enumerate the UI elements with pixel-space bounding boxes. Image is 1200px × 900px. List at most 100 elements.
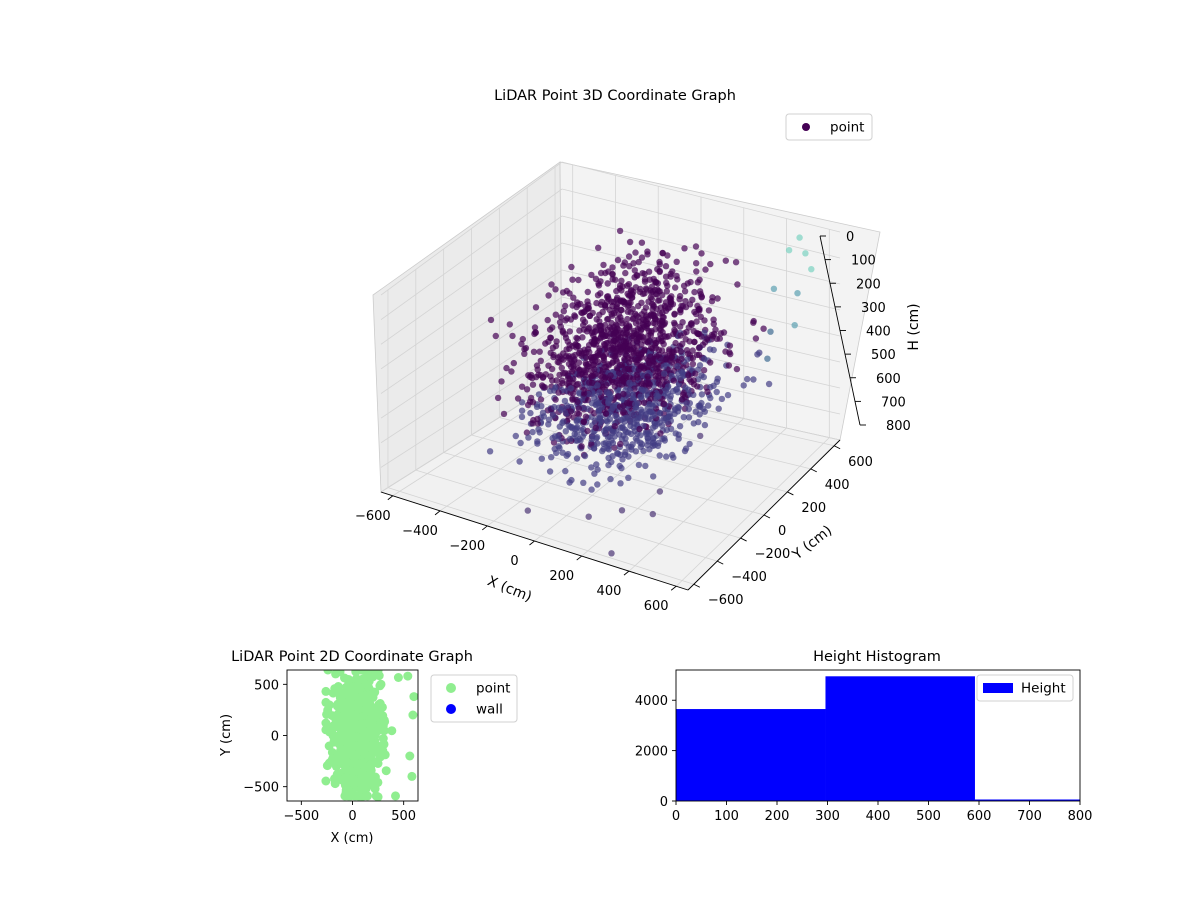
data-point-3d xyxy=(614,316,622,323)
legend-2d-wall-label: wall xyxy=(476,702,503,718)
hist-x-tick-label: 700 xyxy=(1017,809,1042,824)
data-point-3d xyxy=(720,329,728,336)
data-point-3d xyxy=(661,333,668,340)
data-point-3d xyxy=(535,426,542,433)
data-point-3d xyxy=(707,384,714,391)
data-point-3d xyxy=(559,329,567,336)
data-point-2d xyxy=(362,699,371,709)
data-point-3d xyxy=(594,358,602,366)
data-point-3d xyxy=(610,310,618,317)
data-point-2d xyxy=(358,674,368,684)
data-point-3d xyxy=(529,428,536,436)
data-point-3d xyxy=(548,365,556,373)
data-point-3d xyxy=(529,381,537,388)
data-point-3d xyxy=(560,350,567,357)
data-point-3d xyxy=(609,430,616,437)
data-point-3d xyxy=(734,281,741,288)
data-point-3d xyxy=(595,244,602,251)
data-point-3d xyxy=(632,448,640,455)
data-point-3d xyxy=(610,403,617,410)
data-point-3d xyxy=(675,370,682,377)
data-point-3d xyxy=(617,440,624,448)
data-point-3d xyxy=(701,355,708,363)
y-axis-label-2d: Y (cm) xyxy=(219,714,234,757)
data-point-3d xyxy=(635,258,642,266)
data-point-3d xyxy=(602,410,610,417)
z-axis-label-3d: H (cm) xyxy=(906,303,922,350)
data-point-3d xyxy=(575,405,582,412)
y-tick-label-3d: −600 xyxy=(708,593,744,608)
x-tick-mark-3d xyxy=(434,510,441,516)
data-point-3d xyxy=(652,320,659,327)
data-point-3d xyxy=(697,313,704,320)
data-point-3d xyxy=(608,458,615,466)
data-point-3d xyxy=(698,391,706,398)
data-point-3d xyxy=(611,332,618,339)
data-point-3d xyxy=(610,341,617,349)
data-point-3d xyxy=(556,359,563,366)
data-point-3d xyxy=(574,398,581,406)
data-point-3d xyxy=(663,453,670,460)
y-axis-label-3d: Y (cm) xyxy=(789,523,835,564)
data-point-3d xyxy=(550,353,557,361)
data-point-3d xyxy=(534,438,541,445)
data-point-3d xyxy=(588,379,596,386)
data-point-3d xyxy=(560,418,567,425)
data-point-2d xyxy=(344,743,353,753)
data-point-3d xyxy=(630,260,637,267)
data-point-3d xyxy=(588,486,595,493)
data-point-3d xyxy=(584,427,591,435)
legend-hist-swatch xyxy=(983,683,1013,693)
data-point-3d xyxy=(560,308,567,315)
data-point-3d xyxy=(580,390,588,397)
data-point-3d xyxy=(599,373,606,381)
data-point-3d xyxy=(796,234,803,241)
data-point-3d xyxy=(647,332,654,339)
legend-hist-label: Height xyxy=(1021,681,1066,697)
data-point-3d xyxy=(518,399,526,406)
data-point-3d xyxy=(597,290,604,297)
data-point-3d xyxy=(726,342,734,349)
data-point-3d xyxy=(650,303,657,310)
data-point-3d xyxy=(604,280,611,287)
data-point-3d xyxy=(655,380,662,387)
data-point-2d xyxy=(322,761,332,771)
data-point-3d xyxy=(669,268,676,275)
data-point-3d xyxy=(569,302,576,309)
data-point-3d xyxy=(613,287,620,295)
data-point-3d xyxy=(637,406,645,413)
hist-x-tick-label: 400 xyxy=(866,809,891,824)
data-point-3d xyxy=(609,352,617,359)
data-point-2d xyxy=(380,717,390,727)
data-point-3d xyxy=(646,276,653,283)
data-point-3d xyxy=(584,405,591,412)
data-point-3d xyxy=(709,333,717,340)
data-point-3d xyxy=(527,409,534,417)
data-point-3d xyxy=(693,318,700,325)
data-point-3d xyxy=(609,276,616,283)
data-point-3d xyxy=(569,396,576,403)
data-point-3d xyxy=(595,280,602,287)
data-point-3d xyxy=(517,439,524,447)
data-point-3d xyxy=(556,444,563,452)
y-tick-label-3d: 400 xyxy=(825,478,850,493)
data-point-3d xyxy=(516,458,523,465)
data-point-3d xyxy=(628,430,635,438)
data-point-3d xyxy=(613,358,621,365)
data-point-3d xyxy=(609,264,616,271)
data-point-3d xyxy=(652,364,659,372)
data-point-3d xyxy=(627,309,634,316)
data-point-3d xyxy=(696,411,703,418)
data-point-3d xyxy=(710,320,717,328)
hist-y-tick-label: 4000 xyxy=(635,694,668,709)
grid-line xyxy=(561,188,841,259)
data-point-2d xyxy=(338,776,348,785)
y-tick-mark-3d xyxy=(717,560,724,565)
data-point-3d xyxy=(680,414,687,421)
data-point-2d xyxy=(354,791,364,801)
data-point-3d xyxy=(616,227,624,235)
data-point-3d xyxy=(573,334,580,342)
data-point-3d xyxy=(622,269,629,277)
data-point-3d xyxy=(673,272,680,280)
y-tick-mark-3d xyxy=(693,583,701,588)
